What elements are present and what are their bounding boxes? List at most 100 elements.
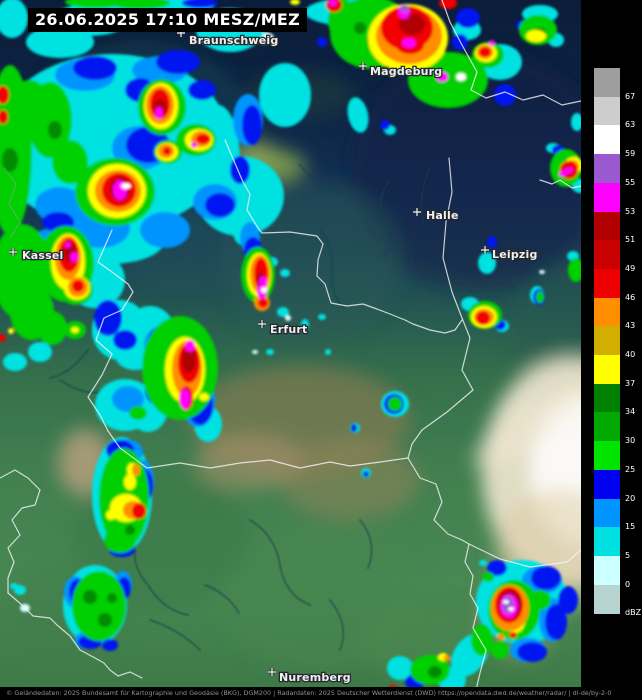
rain-cell <box>252 350 258 354</box>
rain-cell <box>266 349 274 355</box>
rain-cell <box>317 37 327 47</box>
rain-cell <box>94 300 122 336</box>
rain-cell <box>479 560 487 566</box>
precipitation-layer <box>0 0 581 687</box>
legend-tick-label: 34 <box>625 407 636 417</box>
rain-cell <box>456 73 466 81</box>
legend-swatch <box>594 555 620 586</box>
legend-tick-label: 67 <box>625 91 636 101</box>
rain-cell <box>482 572 494 582</box>
legend-tick-label: 40 <box>625 350 636 359</box>
rain-cell <box>113 180 127 200</box>
rain-cell <box>471 624 493 656</box>
city-marker-icon <box>258 320 266 328</box>
legend-swatch <box>594 125 620 155</box>
rain-cell <box>112 386 144 412</box>
rain-cell <box>0 0 28 38</box>
rain-cell <box>125 525 135 535</box>
city-marker-icon <box>359 62 367 70</box>
river-valley <box>319 229 345 309</box>
rain-cell <box>180 389 190 409</box>
rain-cell <box>0 334 6 342</box>
rain-cell <box>502 596 514 614</box>
city: Kassel <box>9 248 65 263</box>
legend-swatch <box>594 469 620 499</box>
rain-cell <box>182 347 196 373</box>
rain-cell <box>110 0 170 9</box>
rain-cell <box>48 121 62 139</box>
rain-cell <box>487 236 497 248</box>
rain-cell <box>387 656 413 680</box>
rain-cell <box>503 600 509 604</box>
legend-swatch <box>594 240 620 270</box>
legend-tick-label: 0 <box>625 579 631 589</box>
rain-cell <box>402 38 416 48</box>
rain-cell <box>531 566 561 590</box>
legend-tick-label: 59 <box>625 149 636 159</box>
rain-cell <box>318 314 326 320</box>
rain-cell <box>185 340 195 352</box>
city-label: Magdeburg <box>370 65 442 78</box>
state-border-line <box>107 430 409 469</box>
rain-cell <box>568 258 581 282</box>
terrain-patch <box>360 600 480 680</box>
legend-swatch <box>594 96 620 126</box>
rain-cell <box>529 590 551 610</box>
rain-cell <box>0 86 9 104</box>
river-valley <box>204 584 240 614</box>
legend-tick-label: 25 <box>625 464 636 474</box>
legend-tick-label: 37 <box>625 378 636 388</box>
legend-tick-label: dBZ <box>625 608 642 618</box>
river-valley <box>149 619 201 651</box>
rain-cell <box>380 120 390 130</box>
rain-cell <box>290 0 300 5</box>
legend-swatch <box>594 182 620 212</box>
rain-cell <box>242 105 262 145</box>
rain-cell <box>509 632 517 638</box>
rain-cell <box>301 319 309 331</box>
rain-cell <box>351 424 357 432</box>
rain-cell <box>444 655 450 661</box>
dbz-legend: 67 63 59 55 53 51 49 46 43 40 37 34 30 25 20 15 5 0 dBZ <box>581 0 642 687</box>
legend-swatch <box>594 326 620 356</box>
legend-swatch <box>594 355 620 385</box>
rain-cell <box>196 134 210 144</box>
legend-tick-label: 63 <box>625 120 636 130</box>
city: Leipzig <box>481 246 539 262</box>
rain-cell <box>439 0 457 9</box>
city-marker-icon <box>481 246 489 254</box>
legend-tick-label: 15 <box>625 522 636 532</box>
rain-cell <box>545 604 567 640</box>
rain-cell <box>199 393 209 401</box>
rain-cell <box>2 148 18 172</box>
legend-swatch <box>594 412 620 442</box>
district-border-line <box>3 167 21 239</box>
rain-cell <box>388 397 402 411</box>
state-border-line <box>87 229 134 432</box>
rain-cell <box>494 84 516 106</box>
rain-cell <box>261 287 267 293</box>
terrain-patch <box>471 380 581 470</box>
city-marker-icon <box>413 208 421 216</box>
city: Halle <box>413 208 460 223</box>
rain-cell <box>539 270 545 274</box>
legend-swatch <box>594 297 620 327</box>
state-border-line <box>539 179 581 189</box>
rain-cell <box>456 8 480 28</box>
rain-cell <box>0 110 8 124</box>
city-label: Leipzig <box>492 248 538 261</box>
legend-swatch <box>594 441 620 471</box>
city-label: Halle <box>426 209 459 222</box>
rain-cell <box>280 269 290 277</box>
river-valley <box>329 599 345 651</box>
legend-swatch <box>594 154 620 184</box>
rain-cell <box>491 641 509 659</box>
rain-cell <box>132 503 146 519</box>
rain-cell <box>70 252 78 262</box>
rain-cell <box>12 80 48 120</box>
rain-cell <box>163 147 171 155</box>
legend-tick-label: 30 <box>625 436 636 446</box>
rain-cell <box>83 590 97 604</box>
terrain-patch <box>350 50 581 290</box>
rain-cell <box>277 307 289 317</box>
